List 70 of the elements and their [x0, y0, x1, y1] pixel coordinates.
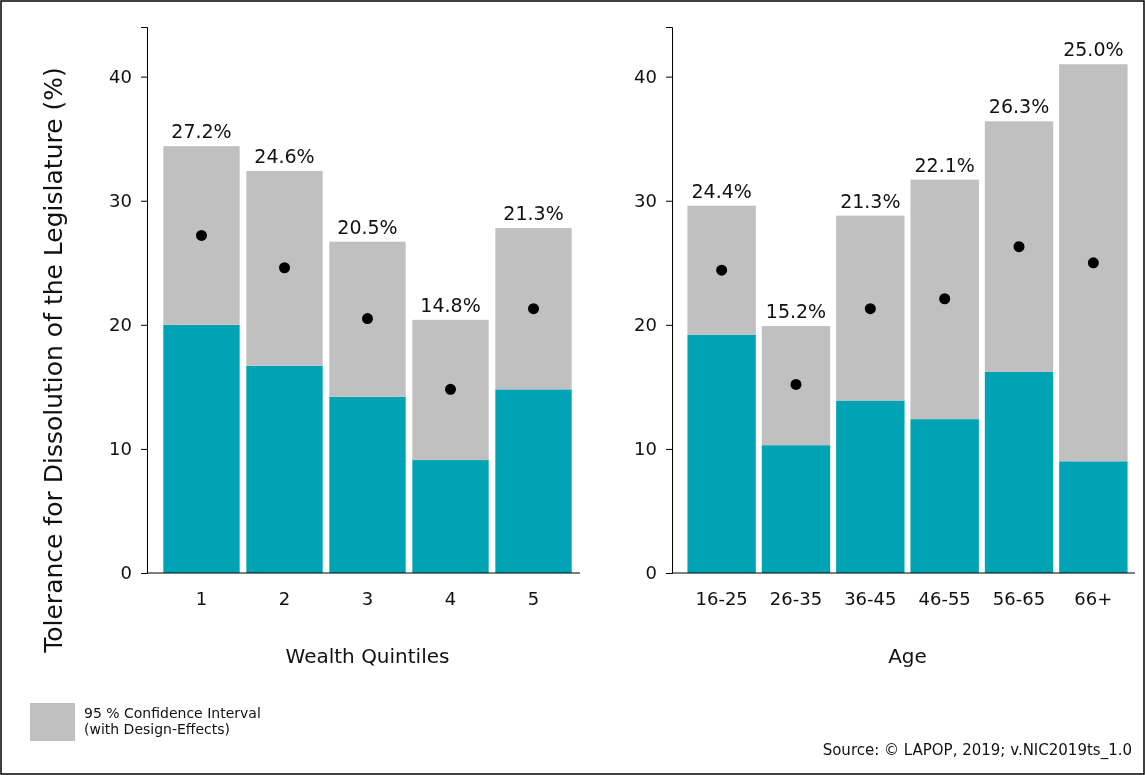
- bar: [761, 445, 831, 573]
- y-tick-label: 40: [109, 65, 132, 87]
- y-axis-title: Tolerance for Dissolution of the Legislature (%): [39, 67, 68, 654]
- bar: [836, 400, 905, 573]
- x-tick-label: 36-45: [844, 587, 897, 609]
- x-tick-label: 66+: [1074, 587, 1113, 609]
- x-tick-label: 56-65: [992, 587, 1046, 609]
- x-tick-label: 1: [195, 587, 208, 609]
- bar: [687, 334, 756, 573]
- point: [445, 383, 457, 395]
- y-tick-label: 20: [634, 314, 657, 336]
- annotation: 26.3%: [988, 95, 1050, 118]
- bar: [246, 365, 323, 573]
- y-tick-label: 10: [634, 438, 657, 460]
- annotation: 27.2%: [171, 120, 232, 143]
- bar: [412, 319, 489, 461]
- x-tick-label: 5: [527, 587, 540, 609]
- point: [716, 264, 728, 276]
- point: [362, 313, 373, 325]
- bar: [495, 389, 572, 573]
- x-axis-title: Wealth Quintiles: [285, 644, 450, 668]
- point: [528, 303, 540, 315]
- x-tick-label: 46-55: [918, 587, 971, 609]
- y-tick-label: 0: [120, 562, 132, 584]
- point: [278, 262, 290, 274]
- point: [1013, 241, 1025, 253]
- annotation: 22.1%: [914, 153, 975, 176]
- annotation: 24.6%: [254, 144, 315, 167]
- bar: [984, 371, 1054, 573]
- bar: [1059, 461, 1128, 573]
- bar: [1059, 64, 1128, 462]
- y-tick-label: 30: [634, 189, 657, 211]
- y-tick-label: 20: [109, 314, 132, 336]
- annotation: 14.8%: [420, 293, 481, 316]
- point: [195, 229, 207, 241]
- x-tick-label: 16-25: [695, 587, 748, 609]
- x-tick-label: 3: [361, 587, 374, 609]
- annotation: 20.5%: [337, 215, 398, 238]
- x-tick-label: 26-35: [769, 587, 823, 609]
- annotation: 25.0%: [1063, 38, 1124, 61]
- bar: [329, 241, 406, 397]
- bar: [495, 228, 572, 390]
- point: [1087, 257, 1099, 269]
- y-tick-label: 30: [109, 189, 132, 211]
- annotation: 21.3%: [840, 189, 901, 212]
- bar: [761, 326, 831, 446]
- x-axis-title: Age: [888, 644, 927, 668]
- bar: [246, 170, 323, 366]
- source-note: Source: © LAPOP, 2019; v.NIC2019ts_1.0: [822, 741, 1132, 760]
- bar: [984, 121, 1054, 372]
- point: [864, 303, 876, 315]
- bar: [836, 215, 905, 401]
- y-tick-label: 0: [645, 562, 657, 584]
- y-tick-label: 10: [109, 438, 132, 460]
- bar: [163, 146, 240, 325]
- bar: [163, 324, 240, 573]
- annotation: 24.4%: [691, 179, 752, 202]
- bar: [910, 419, 979, 573]
- bar: [412, 460, 489, 573]
- point: [790, 378, 802, 390]
- x-tick-label: 2: [278, 587, 291, 609]
- bar: [687, 205, 756, 335]
- point: [939, 293, 951, 305]
- y-tick-label: 40: [634, 65, 657, 87]
- bar: [329, 396, 406, 573]
- annotation: 21.3%: [503, 202, 564, 225]
- text: 95 % Confidence Interval (with Design-Effects): [84, 705, 261, 737]
- x-tick-label: 4: [444, 587, 457, 609]
- annotation: 15.2%: [765, 300, 827, 323]
- bar: [910, 179, 979, 420]
